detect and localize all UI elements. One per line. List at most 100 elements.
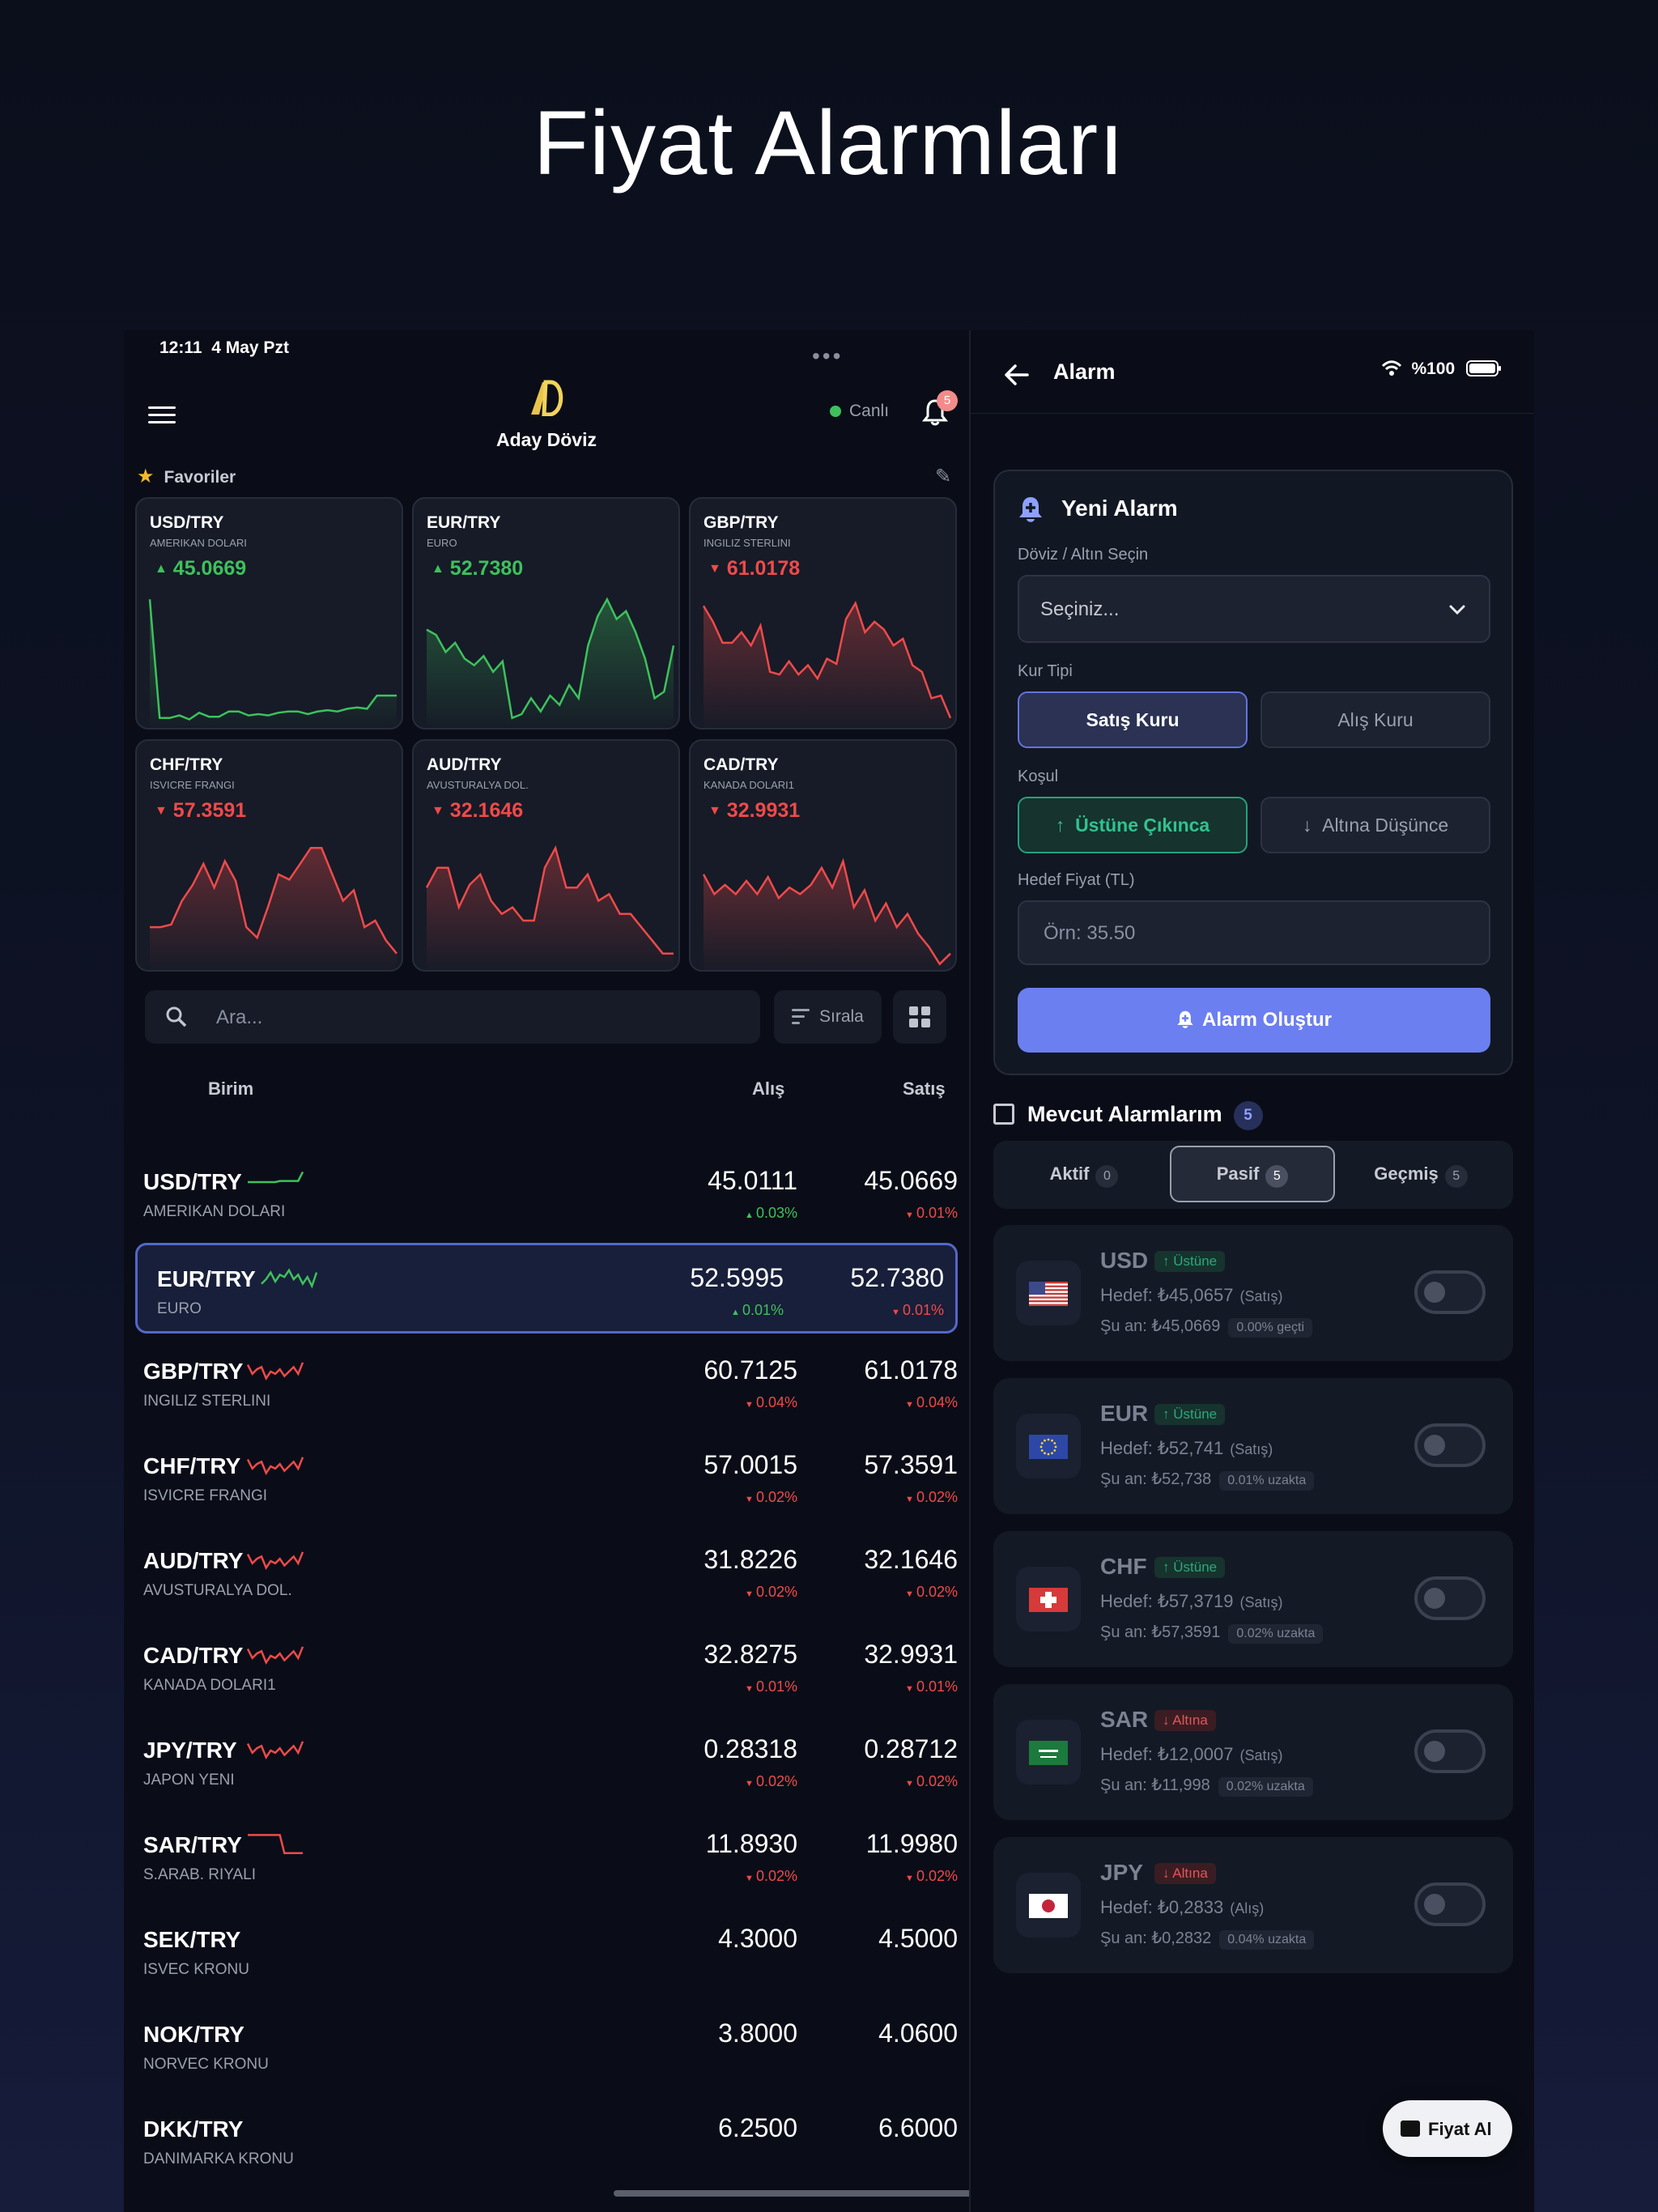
live-dot-icon [830,406,841,417]
row-sparkline [248,1171,304,1184]
table-row[interactable]: USD/TRY AMERIKAN DOLARI 45.0111 45.0669 … [124,1148,969,1239]
tab-history[interactable]: Geçmiş 5 [1338,1146,1503,1202]
list-icon [993,1104,1014,1125]
currency-select[interactable]: Seçiniz... [1018,575,1490,643]
table-row[interactable]: CAD/TRY KANADA DOLARI1 32.8275 32.9931 ▼… [124,1622,969,1712]
flag-eu-icon [1016,1414,1081,1478]
col-buy[interactable]: Alış [752,1078,785,1099]
row-buy-change: ▲ 0.03% [745,1205,797,1221]
row-sparkline-line [246,1362,304,1381]
alarm-card[interactable]: SAR ↓ Altına Hedef: ₺12,0007 (Satış) Şu a… [993,1684,1513,1820]
create-alarm-button[interactable]: Alarm Oluştur [1018,988,1490,1053]
row-sparkline [246,1457,304,1476]
card-sparkline [148,599,397,728]
alarm-distance-pill: 0.04% uzakta [1219,1930,1315,1950]
back-arrow-icon[interactable] [1003,361,1031,389]
row-sell-change: ▼ 0.02% [905,1773,958,1789]
table-row[interactable]: SAR/TRY S.ARAB. RIYALI 11.8930 11.9980 ▼… [124,1811,969,1902]
row-sparkline-line [248,1834,303,1855]
favorite-card[interactable]: AUD/TRY AVUSTURALYA DOL. ▼ 32.1646 [412,739,680,972]
row-buy: 31.8226 [704,1545,797,1574]
row-buy: 4.3000 [718,1924,797,1953]
sparkline-area [704,603,950,728]
page-title: Alarm [1053,359,1116,384]
row-sparkline [246,1362,304,1381]
card-sparkline [702,600,952,728]
tab-passive[interactable]: Pasif 5 [1170,1146,1335,1202]
card-name: KANADA DOLARI1 [704,779,794,791]
table-row[interactable]: GBP/TRY INGILIZ STERLINI 60.7125 61.0178… [124,1338,969,1428]
table-row[interactable]: DKK/TRY DANIMARKA KRONU 6.2500 6.6000 [124,2095,969,2186]
table-row[interactable]: CHF/TRY ISVICRE FRANGI 57.0015 57.3591 ▼… [124,1432,969,1523]
alarm-pane: %100 Alarm Yeni Alarm Döviz / Altın Seçi… [971,330,1534,2212]
favorite-card[interactable]: CHF/TRY ISVICRE FRANGI ▼ 57.3591 [135,739,403,972]
table-row[interactable]: SEK/TRY ISVEC KRONU 4.3000 4.5000 [124,1906,969,1997]
row-code: EUR/TRY [157,1266,256,1291]
col-unit[interactable]: Birim [208,1078,254,1099]
rate-sell-option[interactable]: Satış Kuru [1018,691,1248,748]
tab-active[interactable]: Aktif 0 [1001,1146,1167,1202]
alarm-card[interactable]: EUR ↑ Üstüne Hedef: ₺52,741 (Satış) Şu an… [993,1378,1513,1514]
header-divider [971,413,1534,414]
hero-title: Fiyat Alarmları [533,92,1125,194]
alarm-card[interactable]: CHF ↑ Üstüne Hedef: ₺57,3719 (Satış) Şu a… [993,1531,1513,1667]
search-input[interactable]: Ara... [216,1006,263,1028]
table-row[interactable]: NOK/TRY NORVEC KRONU 3.8000 4.0600 [124,2001,969,2091]
target-label: Hedef Fiyat (TL) [1018,871,1135,889]
row-sell: 32.9931 [864,1640,958,1669]
row-name: JAPON YENI [143,1772,235,1789]
condition-below-option[interactable]: ↓ Altına Düşünce [1261,797,1490,853]
row-sell: 4.0600 [878,2018,958,2048]
row-buy: 57.0015 [704,1450,797,1479]
favorite-card[interactable]: USD/TRY AMERIKAN DOLARI ▲ 45.0669 [135,497,403,730]
rate-buy-option[interactable]: Alış Kuru [1261,691,1490,748]
alarm-direction-badge: ↑ Üstüne [1154,1557,1226,1578]
row-name: ISVEC KRONU [143,1961,249,1978]
row-sparkline-line [248,1171,304,1184]
alarm-toggle[interactable] [1414,1423,1486,1467]
alarm-toggle[interactable] [1414,1729,1486,1773]
flag-sa-icon [1016,1720,1081,1784]
row-name: ISVICRE FRANGI [143,1487,268,1504]
card-name: ISVICRE FRANGI [150,779,235,791]
row-buy: 0.57500 [704,2208,797,2212]
row-sell-change: ▼ 0.01% [905,1205,958,1221]
favorite-card[interactable]: GBP/TRY INGILIZ STERLINI ▼ 61.0178 [689,497,957,730]
menu-icon[interactable] [148,402,176,428]
search-bar[interactable]: Ara... [145,990,760,1044]
alarm-direction-badge: ↓ Altına [1154,1863,1216,1884]
row-sparkline [261,1268,318,1289]
alarm-card[interactable]: USD ↑ Üstüne Hedef: ₺45,0657 (Satış) Şu a… [993,1225,1513,1361]
status-time: 12:11 4 May Pzt [159,338,289,357]
row-name: AVUSTURALYA DOL. [143,1582,292,1599]
get-price-button[interactable]: Fiyat Al [1383,2100,1512,2157]
table-row[interactable]: AUD/TRY AVUSTURALYA DOL. 31.8226 32.1646… [124,1527,969,1618]
edit-pencil-icon[interactable]: ✎ [935,466,952,487]
alarm-distance-pill: 0.00% geçti [1228,1318,1313,1338]
alarm-toggle[interactable] [1414,1270,1486,1314]
table-row[interactable]: EUR/TRY EURO 52.5995 52.7380 ▲ 0.01% ▼ 0… [135,1243,958,1334]
sparkline-line [702,857,951,966]
alarm-target: Hedef: ₺0,2833 (Alış) [1100,1897,1265,1917]
card-value: ▲ 45.0669 [155,557,247,580]
sort-button[interactable]: Sırala [774,990,882,1044]
favorite-card[interactable]: EUR/TRY EURO ▲ 52.7380 [412,497,680,730]
alarm-card[interactable]: JPY ↓ Altına Hedef: ₺0,2833 (Alış) Şu an:… [993,1837,1513,1973]
flag-jp-icon [1016,1873,1081,1938]
multitask-dots-icon[interactable]: ••• [812,343,844,368]
chevron-down-icon [1449,605,1465,615]
row-sell-change: ▼ 0.02% [905,1489,958,1505]
target-price-input[interactable]: Örn: 35.50 [1018,900,1490,965]
brand-name: Aday Döviz [496,429,597,450]
col-sell[interactable]: Satış [903,1078,946,1099]
row-sparkline [246,1551,304,1571]
alarm-current: Şu an: ₺45,0669 0.00% geçti [1100,1316,1313,1338]
alarm-toggle[interactable] [1414,1882,1486,1926]
grid-view-button[interactable] [893,990,946,1044]
existing-alarms-header: Mevcut Alarmlarım 5 [993,1101,1263,1130]
favorites-header: ★ Favoriler [137,466,236,487]
table-row[interactable]: JPY/TRY JAPON YENI 0.28318 0.28712 ▼ 0.0… [124,1716,969,1807]
favorite-card[interactable]: CAD/TRY KANADA DOLARI1 ▼ 32.9931 [689,739,957,972]
alarm-toggle[interactable] [1414,1576,1486,1620]
condition-above-option[interactable]: ↑ Üstüne Çıkınca [1018,797,1248,853]
